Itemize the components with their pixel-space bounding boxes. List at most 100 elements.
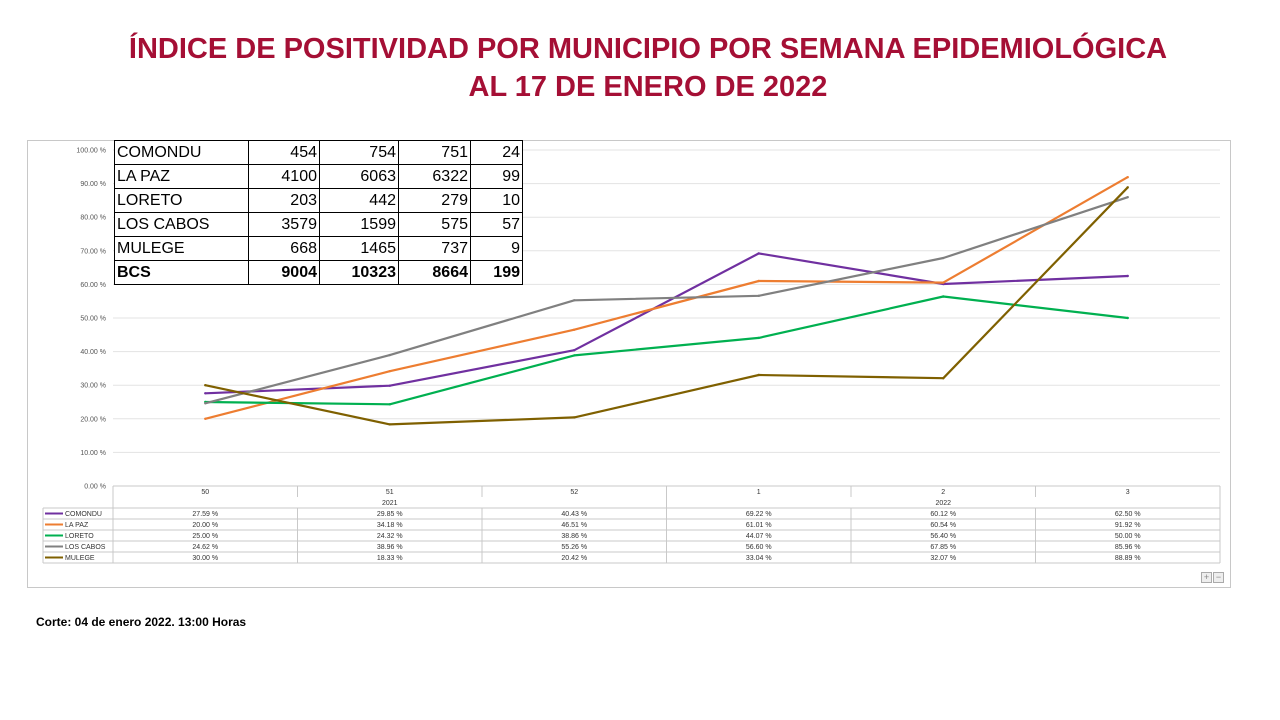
data-point — [1126, 175, 1129, 179]
data-value-label: 20.42 % — [561, 555, 587, 562]
x-tick-label: 1 — [757, 489, 761, 496]
legend-label: LORETO — [65, 533, 94, 540]
title-line-1: ÍNDICE DE POSITIVIDAD POR MUNICIPIO POR … — [128, 33, 1168, 65]
data-point — [942, 377, 945, 380]
y-tick-label: 80.00 % — [80, 215, 106, 222]
summary-cell-name: MULEGE — [114, 236, 249, 261]
data-value-label: 20.00 % — [192, 522, 218, 529]
x-tick-label: 2 — [941, 489, 945, 496]
summary-cell-name: BCS — [114, 260, 249, 285]
series-line-la-paz — [205, 176, 1129, 420]
summary-cell-v2: 442 — [319, 188, 399, 213]
data-point — [573, 348, 576, 352]
data-point — [388, 403, 391, 406]
data-point — [757, 373, 760, 377]
data-point — [757, 294, 760, 298]
y-tick-label: 40.00 % — [80, 349, 106, 356]
series-line-comondu — [205, 252, 1128, 395]
summary-cell-v4: 57 — [470, 212, 523, 237]
legend-label: LOS CABOS — [65, 544, 106, 551]
zoom-in-button[interactable]: + — [1201, 572, 1212, 583]
zoom-out-button[interactable]: − — [1213, 572, 1224, 583]
title-line-2: AL 17 DE ENERO DE 2022 — [468, 71, 828, 103]
y-tick-label: 60.00 % — [80, 282, 106, 289]
data-point — [204, 402, 207, 405]
data-value-label: 67.85 % — [930, 544, 956, 551]
data-value-label: 69.22 % — [746, 511, 772, 518]
data-value-label: 33.04 % — [746, 555, 772, 562]
y-tick-label: 30.00 % — [80, 383, 106, 390]
data-point — [388, 353, 391, 357]
summary-cell-v1: 3579 — [248, 212, 320, 237]
summary-row: BCS 9004 10323 8664 199 — [114, 260, 523, 285]
data-value-label: 56.40 % — [930, 533, 956, 540]
data-point — [204, 384, 207, 387]
data-point — [757, 279, 760, 283]
data-point — [942, 281, 945, 284]
data-value-label: 27.59 % — [192, 511, 218, 518]
series-line-mulege — [205, 186, 1129, 426]
data-point — [1126, 186, 1129, 189]
summary-cell-v4: 24 — [470, 140, 523, 165]
data-value-label: 44.07 % — [746, 533, 772, 540]
y-tick-label: 10.00 % — [80, 450, 106, 457]
data-value-label: 61.01 % — [746, 522, 772, 529]
summary-cell-name: COMONDU — [114, 140, 249, 165]
summary-cell-v2: 1599 — [319, 212, 399, 237]
data-value-label: 55.26 % — [561, 544, 587, 551]
summary-cell-v3: 8664 — [398, 260, 471, 285]
data-point — [573, 328, 576, 331]
data-point — [1126, 274, 1129, 278]
summary-cell-v4: 9 — [470, 236, 523, 261]
page-title: ÍNDICE DE POSITIVIDAD POR MUNICIPIO POR … — [0, 30, 1280, 106]
legend-label: COMONDU — [65, 511, 102, 518]
legend-label: MULEGE — [65, 555, 95, 562]
summary-cell-v3: 575 — [398, 212, 471, 237]
data-point — [388, 384, 391, 387]
summary-cell-v1: 668 — [248, 236, 320, 261]
data-value-label: 29.85 % — [377, 511, 403, 518]
y-tick-label: 100.00 % — [76, 148, 106, 155]
series-line-loreto — [205, 295, 1128, 406]
y-tick-label: 50.00 % — [80, 316, 106, 323]
data-point — [204, 417, 207, 420]
data-value-label: 24.32 % — [377, 533, 403, 540]
data-point — [942, 295, 945, 298]
summary-row: LA PAZ 4100 6063 6322 99 — [114, 164, 523, 189]
data-value-label: 25.00 % — [192, 533, 218, 540]
data-value-label: 40.43 % — [561, 511, 587, 518]
data-value-label: 50.00 % — [1115, 533, 1141, 540]
data-point — [757, 336, 760, 340]
summary-cell-v3: 751 — [398, 140, 471, 165]
data-value-label: 46.51 % — [561, 522, 587, 529]
summary-cell-name: LOS CABOS — [114, 212, 249, 237]
x-tick-label: 52 — [570, 489, 578, 496]
x-tick-label: 50 — [201, 489, 209, 496]
data-value-label: 18.33 % — [377, 555, 403, 562]
data-point — [757, 252, 760, 255]
data-value-label: 88.89 % — [1115, 555, 1141, 562]
summary-cell-v3: 6322 — [398, 164, 471, 189]
series-line-los-cabos — [205, 196, 1129, 405]
x-tick-label: 3 — [1126, 489, 1130, 496]
zoom-controls: + − — [1200, 572, 1224, 583]
summary-cell-v1: 203 — [248, 188, 320, 213]
summary-table: COMONDU 454 754 751 24 LA PAZ 4100 6063 6322 99 LO… — [114, 140, 523, 285]
summary-cell-name: LA PAZ — [114, 164, 249, 189]
summary-cell-v3: 279 — [398, 188, 471, 213]
summary-cell-v2: 754 — [319, 140, 399, 165]
summary-cell-name: LORETO — [114, 188, 249, 213]
data-value-label: 24.62 % — [192, 544, 218, 551]
legend-label: LA PAZ — [65, 522, 89, 529]
y-tick-label: 20.00 % — [80, 416, 106, 423]
data-point — [204, 392, 207, 395]
data-point — [388, 423, 391, 426]
summary-cell-v1: 454 — [248, 140, 320, 165]
summary-row: COMONDU 454 754 751 24 — [114, 140, 523, 165]
summary-row: LOS CABOS 3579 1599 575 57 — [114, 212, 523, 237]
x-group-label: 2021 — [382, 500, 398, 507]
y-tick-label: 90.00 % — [80, 181, 106, 188]
summary-cell-v2: 10323 — [319, 260, 399, 285]
data-point — [573, 354, 576, 357]
data-value-label: 91.92 % — [1115, 522, 1141, 529]
